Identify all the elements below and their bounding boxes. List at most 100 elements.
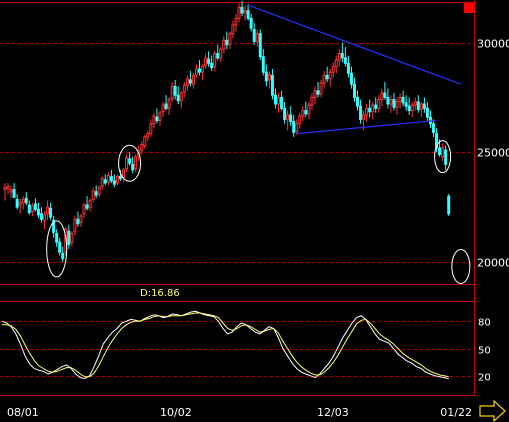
candle-body	[334, 59, 338, 68]
candle-body	[18, 202, 22, 206]
candle-body	[249, 17, 253, 29]
candle-body	[304, 110, 308, 115]
annotation-circle	[451, 248, 471, 284]
candle-body	[419, 103, 423, 110]
scroll-right-arrow-icon[interactable]	[479, 399, 506, 422]
candle-body	[191, 74, 195, 85]
candle-body	[410, 104, 414, 112]
candle-body	[383, 92, 387, 98]
candle-body	[134, 156, 138, 170]
oscillator-tick-label: 50	[478, 346, 491, 357]
trendline	[296, 119, 437, 135]
candle-body	[425, 107, 429, 118]
candle-body	[416, 101, 420, 110]
candle-body	[106, 174, 110, 183]
candle-body	[143, 136, 147, 147]
oscillator-line	[1, 310, 449, 380]
candle-body	[210, 62, 214, 69]
candle-body	[185, 78, 189, 86]
date-axis-labels: 08/01 10/02 12/03 01/22	[7, 406, 472, 419]
candle-body	[36, 208, 40, 216]
candle-body	[85, 204, 89, 209]
candle-body	[204, 57, 208, 67]
candle-body	[176, 94, 180, 102]
candle-body	[362, 114, 366, 120]
candle-body	[264, 71, 268, 82]
annotation-circle	[434, 140, 452, 174]
candle-body	[194, 68, 198, 75]
candle-body	[389, 99, 393, 105]
annotation-circle	[46, 220, 68, 278]
candle-body	[146, 133, 150, 138]
candle-body	[343, 57, 347, 64]
candle-body	[158, 112, 162, 121]
candle-body	[79, 215, 83, 224]
oscillator-axis-labels: 20 50 80	[478, 318, 491, 384]
candle-body	[46, 206, 50, 215]
candle-body	[30, 205, 34, 213]
candle-body	[377, 99, 381, 109]
candle-body	[33, 203, 37, 210]
candle-body	[243, 10, 247, 14]
candle-body	[258, 33, 262, 58]
candle-body	[39, 213, 43, 220]
candle-body	[273, 94, 277, 105]
candle-body	[267, 73, 271, 81]
candle-body	[313, 90, 317, 98]
candle-body	[295, 123, 299, 132]
candle-body	[392, 99, 396, 108]
oscillator-line	[2, 312, 449, 378]
candle-body	[115, 175, 119, 184]
candle-body	[128, 158, 132, 164]
candle-body	[88, 200, 92, 208]
candlestick-series	[3, 0, 451, 263]
candle-body	[170, 85, 174, 99]
candle-body	[374, 104, 378, 109]
candle-body	[97, 186, 101, 195]
candle-body	[359, 105, 363, 120]
candle-body	[301, 110, 305, 117]
candle-body	[58, 241, 62, 253]
candle-body	[231, 24, 235, 35]
candle-body	[94, 191, 98, 196]
candle-body	[15, 198, 19, 208]
candle-body	[280, 96, 284, 109]
candle-body	[149, 123, 153, 135]
candle-body	[237, 6, 241, 19]
candle-body	[346, 62, 350, 74]
candle-body	[179, 92, 183, 102]
candle-body	[112, 180, 116, 185]
candle-body	[337, 52, 341, 61]
oscillator-series	[1, 310, 449, 380]
candle-body	[225, 39, 229, 46]
candle-body	[365, 107, 369, 116]
candle-body	[9, 189, 13, 193]
candle-body	[164, 103, 168, 109]
candle-body	[441, 147, 445, 158]
candle-body	[207, 58, 211, 64]
candle-body	[82, 204, 86, 215]
date-tick-label: 12/03	[317, 406, 349, 419]
candle-body	[283, 107, 287, 120]
candle-body	[246, 10, 250, 19]
candle-body	[422, 103, 426, 109]
candle-body	[286, 114, 290, 120]
candle-body	[386, 96, 390, 105]
candle-body	[109, 175, 113, 182]
candle-body	[167, 99, 171, 109]
candle-body	[438, 147, 442, 155]
date-tick-label: 10/02	[160, 406, 192, 419]
candle-body	[322, 74, 326, 84]
price-tick-label: 30000	[477, 38, 509, 51]
price-axis-labels: 20000 25000 30000	[477, 38, 509, 270]
candle-body	[356, 96, 360, 107]
candle-body	[307, 104, 311, 115]
trendlines	[247, 4, 462, 135]
candle-body	[182, 84, 186, 93]
candle-body	[3, 186, 7, 191]
candle-body	[319, 82, 323, 95]
candle-body	[173, 85, 177, 96]
candle-body	[368, 107, 372, 113]
